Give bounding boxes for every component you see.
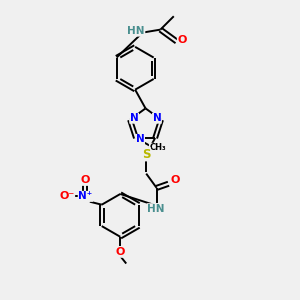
Text: HN: HN [147, 204, 165, 214]
Text: N: N [153, 113, 161, 123]
Text: S: S [142, 148, 151, 161]
Text: N: N [130, 113, 139, 123]
Text: O: O [116, 247, 125, 257]
Text: O⁻: O⁻ [59, 191, 75, 201]
Text: HN: HN [127, 26, 145, 36]
Text: O: O [81, 175, 90, 185]
Text: CH₃: CH₃ [149, 143, 166, 152]
Text: O: O [177, 35, 187, 45]
Text: N⁺: N⁺ [78, 191, 92, 201]
Text: N: N [136, 134, 145, 144]
Text: O: O [170, 175, 180, 185]
